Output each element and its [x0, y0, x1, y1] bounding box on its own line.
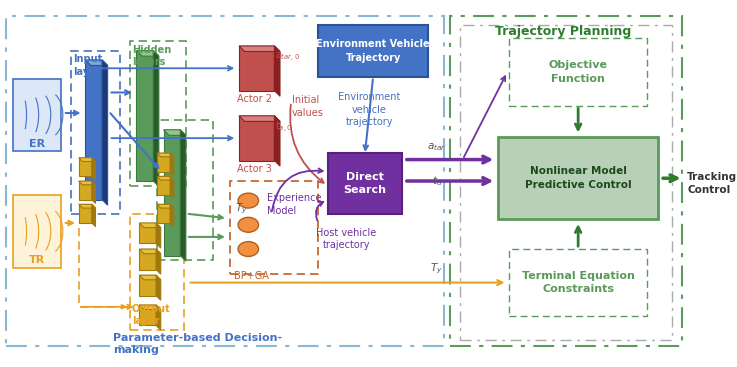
Bar [79, 181, 92, 200]
Polygon shape [164, 130, 186, 135]
Bar [509, 39, 647, 106]
Polygon shape [181, 130, 186, 261]
Text: Nonlinear Model
Predictive Control: Nonlinear Model Predictive Control [525, 166, 632, 190]
Text: $T_y$: $T_y$ [234, 202, 248, 216]
Bar [79, 204, 92, 223]
Bar [498, 137, 658, 219]
Bar [509, 249, 647, 316]
Text: Parameter-based Decision-
making: Parameter-based Decision- making [113, 333, 282, 355]
Ellipse shape [238, 193, 259, 208]
Bar [239, 46, 274, 91]
Text: Environment
vehicle
trajectory: Environment vehicle trajectory [338, 92, 401, 127]
Polygon shape [156, 305, 161, 330]
Polygon shape [274, 116, 280, 166]
Text: Tracking
Control: Tracking Control [687, 172, 737, 195]
Text: Direct
Search: Direct Search [343, 172, 386, 195]
Polygon shape [79, 181, 96, 185]
Polygon shape [139, 249, 161, 254]
Text: Hidden
layers: Hidden layers [132, 45, 171, 68]
Bar [136, 51, 153, 181]
Text: Actor 2: Actor 2 [237, 94, 273, 104]
Bar [164, 130, 181, 255]
Polygon shape [92, 181, 96, 203]
Ellipse shape [238, 217, 259, 232]
Polygon shape [239, 46, 280, 51]
Text: Output
layer: Output layer [132, 304, 170, 326]
Polygon shape [102, 60, 108, 205]
Polygon shape [170, 177, 174, 199]
Bar [130, 41, 186, 186]
Text: Environment Vehicle
Trajectory: Environment Vehicle Trajectory [316, 39, 430, 63]
Polygon shape [156, 249, 161, 274]
Bar [157, 153, 170, 172]
Polygon shape [79, 204, 96, 208]
Polygon shape [92, 158, 96, 180]
Bar [139, 305, 156, 326]
Bar [130, 214, 184, 330]
Text: Trajectory Planning: Trajectory Planning [495, 25, 632, 39]
Bar [157, 177, 170, 195]
Text: $t_{a,0}$: $t_{a,0}$ [276, 119, 293, 135]
Bar [13, 195, 61, 268]
Bar [13, 79, 61, 151]
Ellipse shape [238, 241, 259, 257]
Text: TR: TR [29, 255, 45, 265]
Polygon shape [139, 223, 161, 228]
Polygon shape [156, 223, 161, 248]
Bar [230, 181, 318, 274]
Polygon shape [153, 51, 159, 186]
Bar [239, 116, 274, 160]
Bar [460, 25, 672, 340]
Bar [71, 51, 119, 214]
Bar [79, 158, 92, 177]
Text: $a_{tar,0}$: $a_{tar,0}$ [276, 51, 301, 63]
Text: $t_a$: $t_a$ [431, 174, 441, 188]
Polygon shape [85, 60, 108, 65]
Polygon shape [157, 177, 174, 180]
Text: Actor 3: Actor 3 [237, 164, 272, 174]
Bar [318, 25, 428, 77]
Bar [85, 60, 102, 200]
Polygon shape [170, 153, 174, 175]
Bar [139, 249, 156, 269]
Text: BP+GA: BP+GA [234, 271, 269, 281]
Text: ER: ER [29, 139, 45, 149]
Polygon shape [136, 51, 159, 56]
Polygon shape [156, 275, 161, 300]
Text: Host vehicle
trajectory: Host vehicle trajectory [316, 228, 377, 250]
Polygon shape [239, 116, 280, 121]
Polygon shape [139, 305, 161, 310]
Bar [157, 120, 213, 260]
Text: Terminal Equation
Constraints: Terminal Equation Constraints [522, 271, 635, 294]
Text: Objective
Function: Objective Function [548, 61, 607, 84]
Polygon shape [139, 275, 161, 280]
Text: Experience
Model: Experience Model [267, 193, 321, 215]
Bar [157, 204, 170, 223]
Bar [139, 275, 156, 296]
Polygon shape [92, 204, 96, 227]
Polygon shape [170, 204, 174, 227]
Text: Initial
values: Initial values [292, 95, 324, 118]
Polygon shape [157, 204, 174, 208]
Bar [327, 153, 402, 214]
Bar [450, 16, 682, 346]
Polygon shape [157, 153, 174, 157]
Polygon shape [79, 158, 96, 161]
Text: $T_y$: $T_y$ [430, 262, 443, 276]
Text: Input
layer: Input layer [73, 54, 102, 77]
Bar [139, 223, 156, 243]
Text: $a_{tar}$: $a_{tar}$ [427, 141, 446, 153]
Bar [6, 16, 444, 346]
Polygon shape [274, 46, 280, 96]
